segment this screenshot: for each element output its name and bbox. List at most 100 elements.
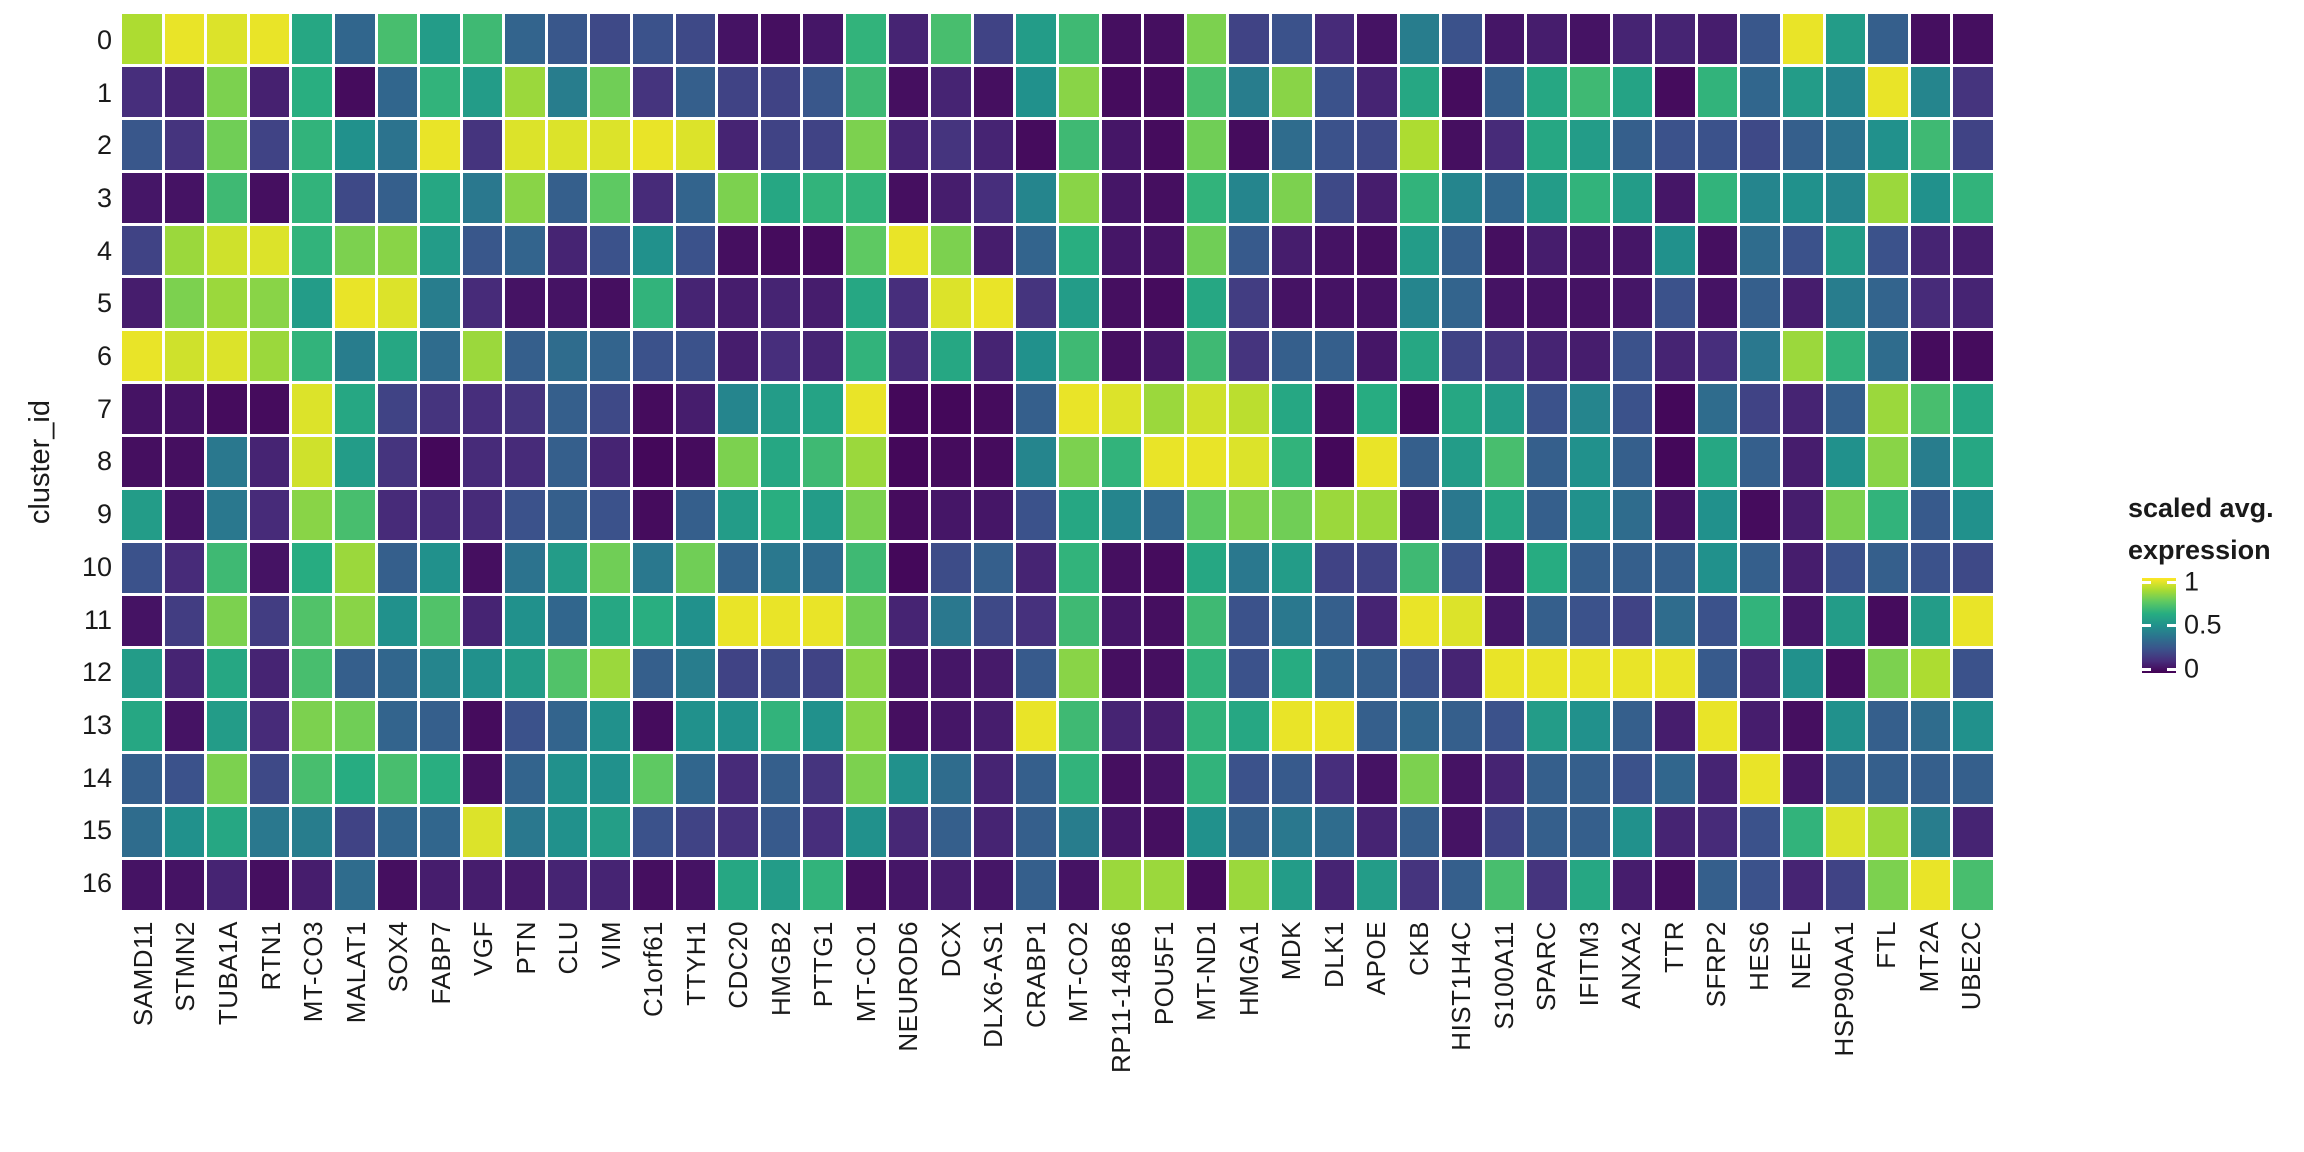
x-tick-label: MT-CO3 — [298, 921, 329, 1023]
heatmap-cell — [888, 648, 929, 699]
heatmap-cell — [1186, 14, 1227, 64]
heatmap-cell — [1016, 437, 1056, 487]
heatmap-cell — [1357, 14, 1397, 64]
heatmap-cell — [1527, 754, 1568, 805]
heatmap-cell — [122, 437, 162, 487]
heatmap-cell — [1016, 754, 1056, 805]
heatmap-cell — [888, 489, 929, 540]
heatmap-cell — [803, 172, 844, 223]
heatmap-cell — [1058, 278, 1099, 329]
heatmap-cell — [1527, 14, 1568, 64]
heatmap-cell — [1399, 754, 1440, 805]
heatmap-cell — [1570, 860, 1610, 910]
heatmap-cell — [1953, 648, 1993, 699]
legend-tick-label: 0.5 — [2184, 609, 2222, 640]
heatmap-cell — [1783, 278, 1823, 329]
heatmap-cell — [1868, 14, 1908, 64]
x-tick-label: DLX6-AS1 — [978, 921, 1009, 1048]
heatmap-cell — [1697, 807, 1738, 858]
legend-tick-mark — [2167, 667, 2176, 671]
heatmap-cell — [1527, 860, 1568, 910]
heatmap-cell — [377, 489, 418, 540]
heatmap-cell — [973, 172, 1014, 223]
heatmap-cell — [505, 14, 545, 64]
heatmap-cell — [1697, 14, 1738, 64]
heatmap-cell — [1314, 860, 1355, 910]
heatmap-cell — [1527, 489, 1568, 540]
heatmap-cell — [1825, 754, 1866, 805]
heatmap-cell — [462, 66, 503, 117]
heatmap-cell — [760, 225, 801, 276]
heatmap-cell — [1783, 437, 1823, 487]
heatmap-cell — [207, 14, 247, 64]
x-tick-label-wrap: NEUROD6 — [892, 921, 926, 1152]
heatmap-cell — [1442, 331, 1482, 382]
heatmap-cell — [292, 489, 332, 540]
heatmap-cell — [1910, 119, 1951, 170]
heatmap-cell — [888, 278, 929, 329]
heatmap-cell — [1058, 807, 1099, 858]
heatmap-cell — [505, 754, 545, 805]
heatmap-cell — [1229, 701, 1269, 752]
heatmap-cell — [249, 119, 290, 170]
heatmap-cell — [377, 278, 418, 329]
heatmap-cell — [675, 701, 716, 752]
heatmap-cell — [207, 542, 247, 593]
heatmap-cell — [1740, 66, 1781, 117]
heatmap-cell — [1229, 542, 1269, 593]
heatmap-cell — [846, 701, 886, 752]
heatmap-cell — [1144, 384, 1184, 435]
heatmap-cell — [1910, 66, 1951, 117]
heatmap-cell — [292, 595, 332, 646]
heatmap-cell — [1101, 860, 1142, 910]
heatmap-cell — [164, 489, 205, 540]
heatmap-cell — [1442, 172, 1482, 223]
heatmap-cell — [1186, 807, 1227, 858]
heatmap-cell — [1016, 807, 1056, 858]
heatmap-cell — [1442, 489, 1482, 540]
heatmap-cell — [718, 66, 758, 117]
heatmap-cell — [888, 14, 929, 64]
x-tick-label: NEFL — [1786, 921, 1817, 990]
heatmap-cell — [207, 754, 247, 805]
heatmap-cell — [420, 754, 460, 805]
heatmap-cell — [1058, 437, 1099, 487]
heatmap-cell — [1783, 14, 1823, 64]
heatmap-cell — [462, 807, 503, 858]
heatmap-cell — [1655, 437, 1695, 487]
heatmap-cell — [973, 119, 1014, 170]
x-tick-label: MALAT1 — [340, 921, 371, 1024]
heatmap-cell — [718, 278, 758, 329]
heatmap-cell — [1016, 278, 1056, 329]
heatmap-cell — [846, 331, 886, 382]
heatmap-cell — [505, 860, 545, 910]
heatmap-cell — [1442, 754, 1482, 805]
heatmap-cell — [1740, 701, 1781, 752]
heatmap-cell — [590, 542, 631, 593]
heatmap-cell — [1101, 542, 1142, 593]
heatmap-cell — [718, 807, 758, 858]
heatmap-cell — [1229, 66, 1269, 117]
x-tick-label-wrap: PTN — [509, 921, 543, 1152]
heatmap-cell — [1697, 225, 1738, 276]
heatmap-cell — [505, 595, 545, 646]
x-tick-label: POU5F1 — [1148, 921, 1179, 1026]
heatmap-cell — [1186, 860, 1227, 910]
heatmap-cell — [760, 437, 801, 487]
heatmap-cell — [334, 331, 375, 382]
heatmap-cell — [164, 119, 205, 170]
heatmap-cell — [1910, 860, 1951, 910]
heatmap-cell — [462, 701, 503, 752]
heatmap-cell — [1314, 384, 1355, 435]
heatmap-cell — [377, 648, 418, 699]
heatmap-cell — [1783, 172, 1823, 223]
y-tick-label: 10 — [81, 551, 112, 582]
heatmap-cell — [1868, 225, 1908, 276]
heatmap-cell — [1612, 66, 1653, 117]
heatmap-cell — [1016, 119, 1056, 170]
heatmap-cell — [249, 14, 290, 64]
heatmap-cell — [1740, 119, 1781, 170]
heatmap-cell — [1484, 648, 1525, 699]
heatmap-cell — [377, 225, 418, 276]
heatmap-cell — [1953, 384, 1993, 435]
